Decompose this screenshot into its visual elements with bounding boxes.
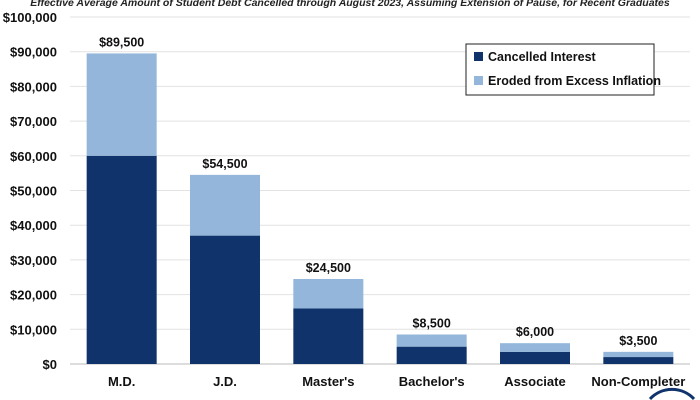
y-tick-label: $30,000: [10, 253, 57, 268]
legend-swatch: [474, 76, 483, 85]
legend-label: Eroded from Excess Inflation: [488, 74, 661, 88]
x-tick-label: Master's: [302, 374, 354, 389]
y-tick-label: $0: [43, 357, 57, 372]
bar-cancelled-interest: [86, 155, 157, 364]
bar-eroded-inflation: [500, 343, 570, 352]
data-label: $54,500: [202, 157, 247, 171]
bar-eroded-inflation: [86, 53, 157, 156]
data-label: $89,500: [99, 35, 144, 49]
x-tick-label: J.D.: [213, 374, 237, 389]
y-tick-label: $70,000: [10, 114, 57, 129]
bar-eroded-inflation: [293, 278, 364, 309]
chart-title: Effective Average Amount of Student Debt…: [30, 0, 670, 9]
bar-cancelled-interest: [293, 308, 364, 364]
bar-eroded-inflation: [603, 351, 674, 358]
bar-eroded-inflation: [396, 334, 467, 347]
legend-swatch: [474, 52, 483, 61]
y-tick-label: $60,000: [10, 149, 57, 164]
data-label: $3,500: [619, 334, 657, 348]
y-tick-label: $20,000: [10, 288, 57, 303]
y-tick-label: $90,000: [10, 45, 57, 60]
legend-box: [465, 43, 655, 96]
bar-cancelled-interest: [603, 357, 674, 364]
y-tick-label: $100,000: [3, 10, 57, 25]
bar-eroded-inflation: [190, 174, 260, 236]
bar-cancelled-interest: [190, 235, 260, 364]
bar-cancelled-interest: [500, 351, 570, 364]
y-tick-label: $50,000: [10, 184, 57, 199]
x-tick-label: Bachelor's: [399, 374, 465, 389]
data-label: $24,500: [306, 261, 351, 275]
x-tick-label: M.D.: [108, 374, 135, 389]
data-label: $6,000: [516, 325, 554, 339]
x-tick-label: Non-Completer: [591, 374, 685, 389]
x-tick-label: Associate: [504, 374, 565, 389]
y-tick-label: $10,000: [10, 322, 57, 337]
legend-label: Cancelled Interest: [488, 50, 597, 64]
y-tick-label: $40,000: [10, 218, 57, 233]
bar-cancelled-interest: [396, 346, 467, 364]
data-label: $8,500: [413, 317, 451, 331]
seal-logo: [648, 387, 696, 400]
y-tick-label: $80,000: [10, 79, 57, 94]
